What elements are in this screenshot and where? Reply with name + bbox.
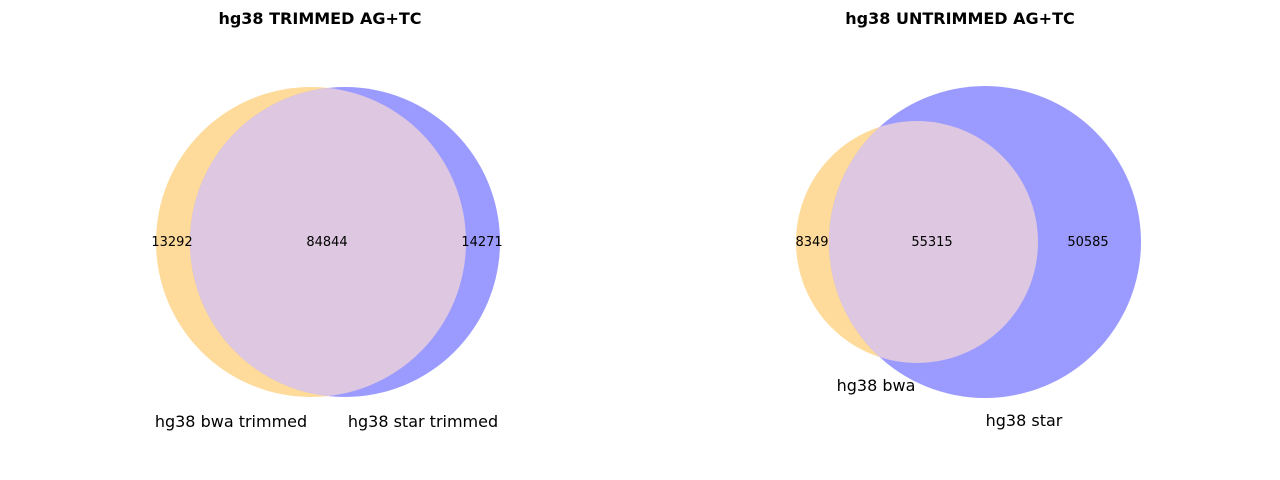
only-a-count: 8349 — [795, 235, 828, 250]
venn-diagram-trimmed: hg38 TRIMMED AG+TC 13292 84844 14271 hg3… — [151, 9, 502, 431]
overlap-count: 84844 — [306, 235, 347, 250]
overlap-region — [190, 87, 466, 397]
set-a-label: hg38 bwa — [837, 376, 916, 395]
only-b-count: 14271 — [461, 235, 502, 250]
venn-diagram-untrimmed: hg38 UNTRIMMED AG+TC 8349 55315 50585 hg… — [795, 9, 1141, 430]
only-a-count: 13292 — [151, 235, 192, 250]
set-b-label: hg38 star trimmed — [348, 412, 498, 431]
overlap-count: 55315 — [911, 235, 952, 250]
set-a-label: hg38 bwa trimmed — [155, 412, 307, 431]
diagram-title: hg38 TRIMMED AG+TC — [218, 9, 421, 28]
overlap-region — [829, 121, 1038, 363]
only-b-count: 50585 — [1067, 235, 1108, 250]
set-b-label: hg38 star — [986, 411, 1063, 430]
diagram-title: hg38 UNTRIMMED AG+TC — [845, 9, 1074, 28]
